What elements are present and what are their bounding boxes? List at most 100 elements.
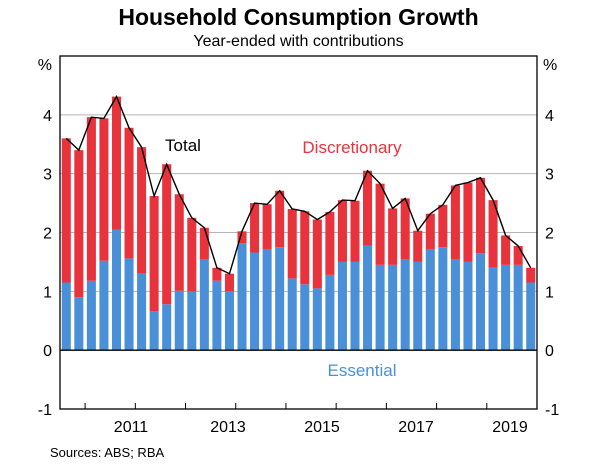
discretionary-bar — [413, 230, 423, 262]
y-tick-label-right: 4 — [545, 108, 554, 125]
discretionary-bar — [99, 118, 109, 261]
y-tick-label-right: 2 — [545, 226, 554, 243]
essential-bar — [438, 247, 448, 351]
discretionary-bar — [111, 96, 122, 230]
essential-bar — [187, 291, 197, 351]
essential-bar — [488, 267, 498, 351]
essential-bar — [463, 261, 473, 351]
essential-bar — [199, 258, 209, 351]
y-tick-label-right: 1 — [545, 284, 554, 301]
discretionary-bar — [86, 117, 96, 281]
essential-bar — [501, 264, 511, 351]
essential-bar — [111, 229, 122, 351]
discretionary-bar — [237, 231, 247, 244]
essential-bar — [513, 264, 523, 351]
discretionary-bar — [275, 190, 285, 248]
essential-bar — [275, 247, 285, 351]
essential-bar — [337, 261, 347, 351]
plot-frame — [59, 55, 538, 410]
x-tick-label: 2015 — [304, 419, 340, 436]
x-tick-label: 2013 — [210, 419, 246, 436]
discretionary-bar — [375, 183, 385, 265]
discretionary-bar — [312, 219, 322, 289]
discretionary-bar — [388, 208, 398, 265]
discretionary-bar — [162, 164, 172, 305]
total-line — [65, 95, 532, 275]
x-tick-label: 2011 — [114, 419, 149, 436]
discretionary-bar — [425, 213, 435, 249]
discretionary-bar — [212, 267, 222, 281]
essential-bar — [400, 258, 410, 351]
essential-bar — [149, 311, 159, 351]
essential-bar — [124, 258, 134, 351]
discretionary-bar — [174, 194, 184, 291]
y-tick-label-right: 0 — [545, 343, 554, 360]
discretionary-bar — [287, 208, 297, 279]
discretionary-bar — [350, 200, 360, 262]
discretionary-bar — [488, 200, 498, 268]
essential-bar — [425, 248, 435, 351]
discretionary-bar — [363, 170, 373, 246]
essential-bar — [300, 284, 310, 351]
discretionary-bar — [438, 204, 448, 248]
discretionary-annotation: Discretionary — [302, 138, 402, 157]
essential-bar — [99, 260, 109, 351]
essential-bar — [212, 280, 222, 351]
essential-bar — [224, 291, 234, 351]
discretionary-bar — [74, 150, 84, 298]
essential-bar — [413, 261, 423, 351]
discretionary-bar — [526, 267, 536, 283]
y-unit-right: % — [543, 57, 557, 74]
y-tick-label-right: 3 — [545, 167, 554, 184]
discretionary-bar — [475, 177, 486, 254]
discretionary-bar — [124, 127, 134, 259]
essential-bar — [137, 273, 147, 351]
discretionary-bar — [450, 185, 460, 259]
discretionary-bar — [513, 246, 523, 265]
discretionary-bar — [199, 227, 209, 259]
y-tick-label-right: -1 — [545, 402, 559, 419]
discretionary-bar — [149, 196, 159, 312]
essential-bar — [86, 280, 96, 351]
y-tick-label-left: 4 — [43, 108, 52, 125]
essential-bar — [262, 248, 272, 351]
y-tick-label-left: 2 — [43, 226, 52, 243]
discretionary-bar — [250, 203, 260, 253]
y-tick-label-left: 1 — [43, 284, 52, 301]
essential-bar — [312, 288, 322, 351]
essential-bar — [475, 253, 486, 351]
discretionary-bar — [400, 198, 410, 259]
discretionary-bar — [137, 147, 147, 274]
essential-bar — [526, 282, 536, 351]
chart-subtitle: Year-ended with contributions — [193, 33, 404, 50]
essential-bar — [450, 258, 460, 351]
discretionary-bar — [187, 217, 197, 292]
discretionary-bar — [501, 235, 511, 265]
discretionary-bar — [224, 273, 234, 292]
essential-bar — [74, 297, 84, 351]
essential-bar — [174, 290, 184, 351]
discretionary-bar — [61, 138, 71, 283]
y-tick-label-left: 3 — [43, 167, 52, 184]
essential-bar — [375, 264, 385, 351]
essential-bar — [325, 274, 335, 351]
discretionary-bar — [300, 211, 310, 285]
y-tick-label-left: 0 — [43, 343, 52, 360]
discretionary-bar — [325, 211, 335, 275]
essential-bar — [237, 243, 247, 351]
essential-bar — [162, 304, 172, 351]
discretionary-bar — [463, 182, 473, 262]
y-unit-left: % — [38, 57, 52, 74]
essential-bar — [250, 252, 260, 351]
discretionary-bar — [262, 204, 272, 249]
essential-annotation: Essential — [328, 361, 397, 380]
essential-bar — [363, 245, 373, 351]
y-tick-label-left: -1 — [38, 402, 52, 419]
source-note: Sources: ABS; RBA — [50, 445, 165, 460]
essential-bar — [350, 261, 360, 351]
essential-bar — [61, 282, 71, 351]
x-tick-label: 2019 — [492, 419, 528, 436]
x-tick-label: 2017 — [398, 419, 434, 436]
discretionary-bar — [337, 200, 347, 262]
